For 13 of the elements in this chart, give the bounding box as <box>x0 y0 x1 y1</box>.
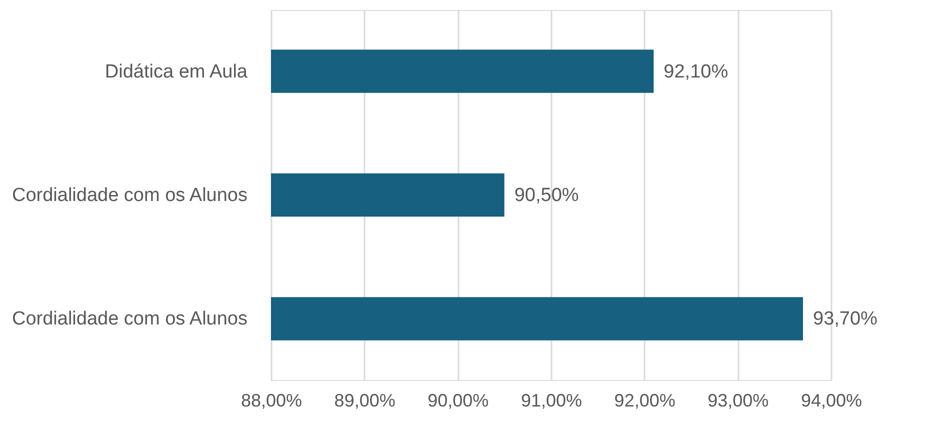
y-tick-label: Cordialidade com os Alunos <box>12 308 248 330</box>
x-tick-label: 91,00% <box>520 390 582 410</box>
x-tick-label: 90,00% <box>428 390 489 410</box>
data-label: 90,50% <box>514 185 579 206</box>
x-tick-label: 89,00% <box>334 390 396 410</box>
x-tick-label: 94,00% <box>800 390 862 410</box>
data-label: 92,10% <box>664 61 728 82</box>
data-label: 93,70% <box>813 308 878 330</box>
y-tick-label: Cordialidade com os Alunos <box>12 185 248 206</box>
y-tick-label: Didática em Aula <box>104 61 248 82</box>
x-tick-label: 88,00% <box>240 390 302 410</box>
x-tick-label: 92,00% <box>614 390 676 410</box>
x-tick-label: 93,00% <box>708 390 769 410</box>
